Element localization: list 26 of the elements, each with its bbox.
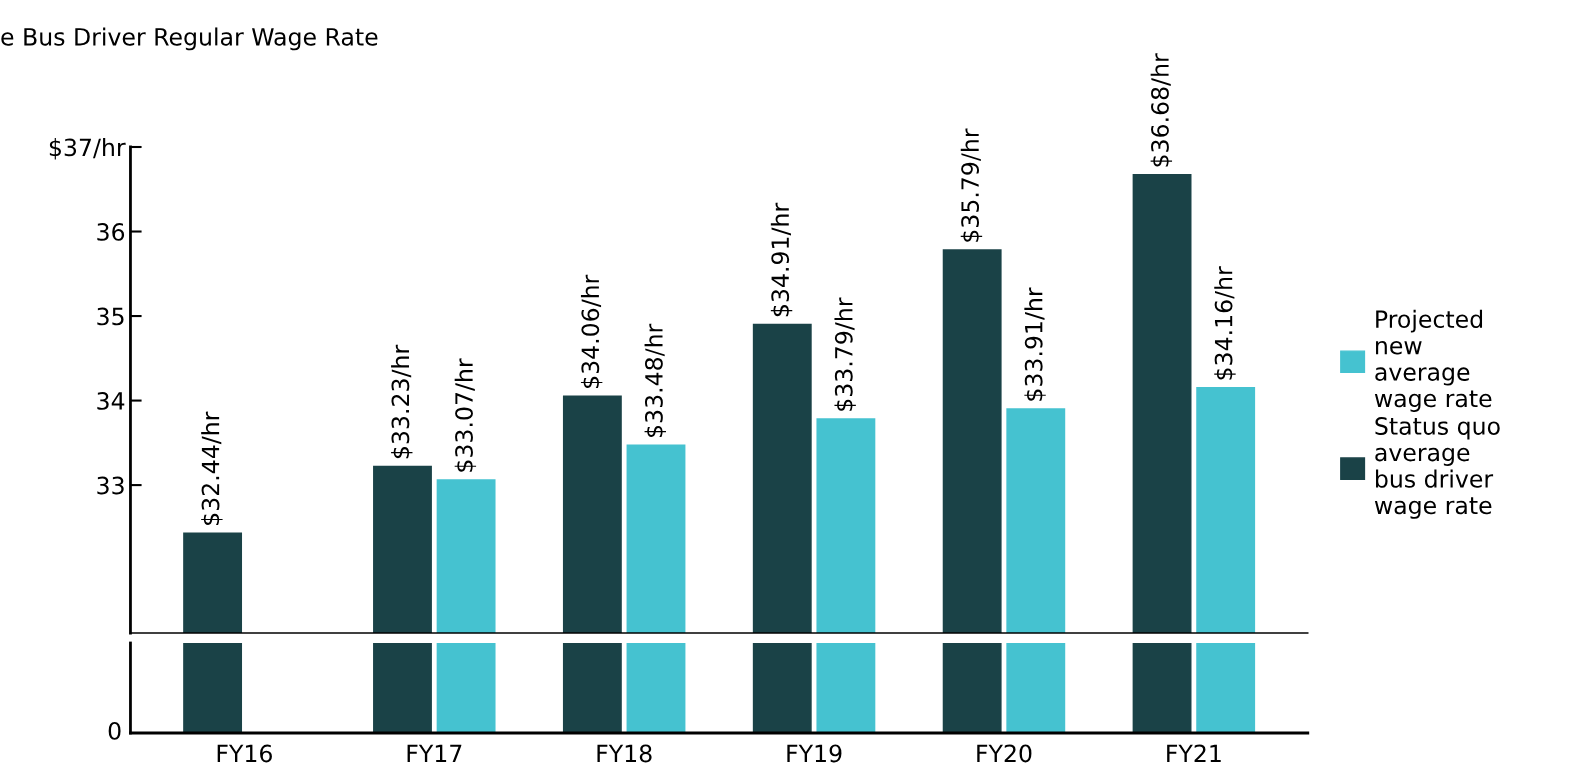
- x-tick-label: FY21: [1167, 744, 1221, 763]
- x-tick-label: FY17: [407, 744, 462, 763]
- y-tick-label: 35: [97, 307, 124, 326]
- data-label: $36.68/hr: [1150, 53, 1173, 167]
- data-label: $33.07/hr: [454, 358, 477, 472]
- chart-title: e Bus Driver Regular Wage Rate: [1, 27, 378, 51]
- data-label: $34.16/hr: [1214, 266, 1236, 380]
- legend-label: Projected new average wage rate: [1374, 309, 1492, 412]
- data-label: $33.23/hr: [391, 344, 413, 459]
- data-label: $33.91/hr: [1024, 287, 1046, 401]
- data-label: $33.79/hr: [834, 297, 856, 411]
- data-label: $35.79/hr: [960, 128, 983, 242]
- x-tick-label: FY19: [787, 744, 842, 763]
- data-label: $34.06/hr: [580, 274, 603, 388]
- y-tick-label: 36: [97, 222, 125, 241]
- data-label: $32.44/hr: [201, 411, 223, 525]
- x-tick-label: FY16: [217, 744, 272, 763]
- y-tick-label: 34: [97, 392, 125, 410]
- data-label: $34.91/hr: [770, 202, 793, 317]
- y-tick-label: $37/hr: [49, 138, 126, 160]
- y-tick-label: 33: [97, 476, 124, 495]
- x-tick-label: FY20: [977, 744, 1032, 763]
- x-tick-label: FY18: [597, 744, 652, 763]
- text: 0: [108, 721, 121, 740]
- data-label: $33.48/hr: [644, 323, 666, 437]
- legend-label: Status quo average bus driver wage rate: [1374, 417, 1500, 519]
